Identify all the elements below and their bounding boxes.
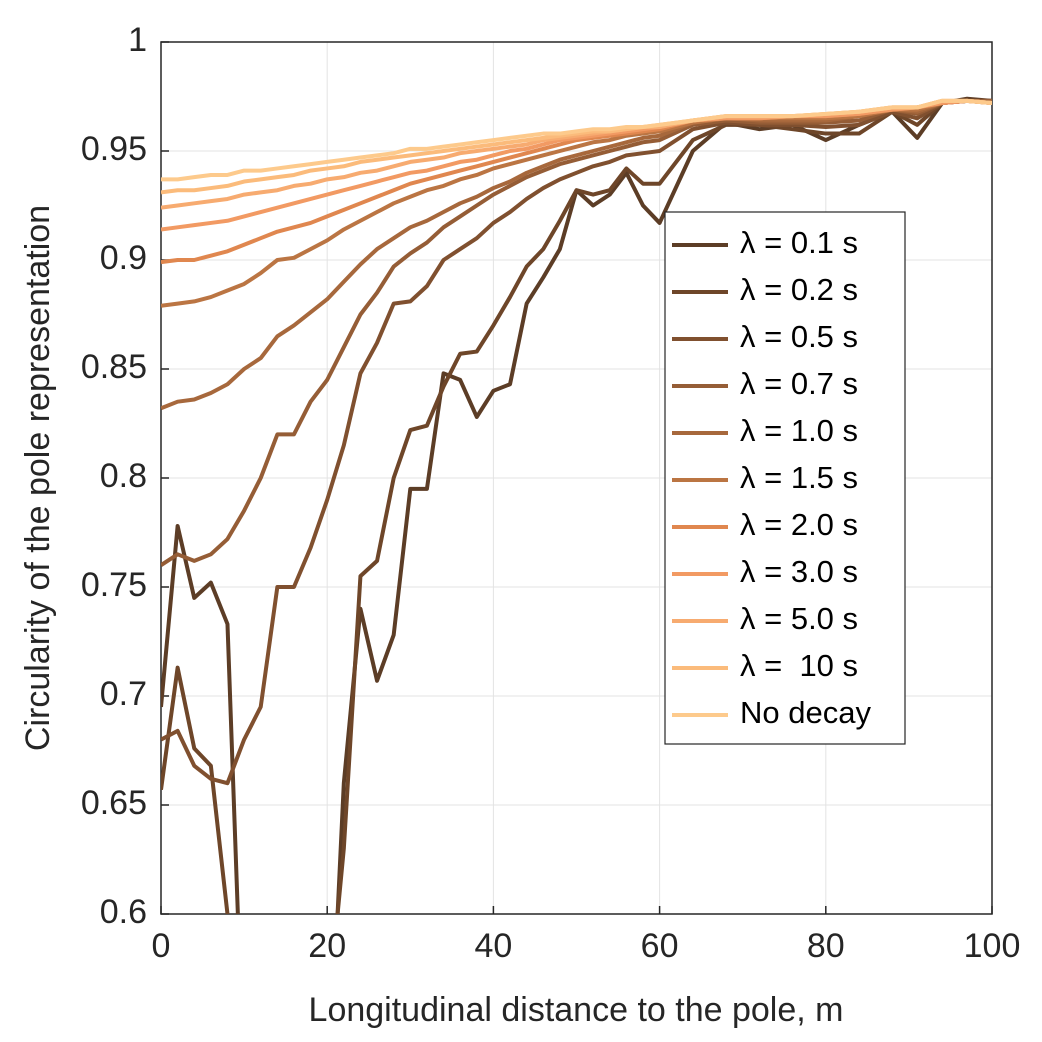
y-tick-label: 0.9 [100, 239, 147, 277]
legend-label: λ = 2.0 s [740, 507, 858, 542]
y-tick-label: 1 [128, 21, 147, 59]
legend-label: λ = 0.7 s [740, 366, 858, 401]
y-tick-label: 0.6 [100, 893, 147, 931]
legend-label: No decay [740, 695, 871, 730]
legend-label: λ = 5.0 s [740, 601, 858, 636]
legend-label: λ = 3.0 s [740, 554, 858, 589]
x-tick-label: 100 [964, 927, 1021, 965]
y-tick-label: 0.8 [100, 457, 147, 495]
legend-label: λ = 10 s [740, 648, 858, 683]
y-tick-label: 0.85 [81, 348, 147, 386]
x-tick-label: 60 [641, 927, 679, 965]
x-axis-label: Longitudinal distance to the pole, m [309, 991, 844, 1029]
legend-label: λ = 0.5 s [740, 319, 858, 354]
legend-label: λ = 0.2 s [740, 272, 858, 307]
x-tick-label: 0 [152, 927, 171, 965]
legend-label: λ = 1.0 s [740, 413, 858, 448]
y-tick-label: 0.75 [81, 566, 147, 604]
y-axis-label: Circularity of the pole representation [19, 205, 57, 751]
series-line [161, 98, 992, 182]
x-tick-label: 40 [474, 927, 512, 965]
y-tick-label: 0.95 [81, 130, 147, 168]
axes-frame [160, 41, 993, 915]
y-tick-label: 0.65 [81, 784, 147, 822]
series-line [161, 98, 992, 411]
plot-lines [161, 96, 992, 914]
x-tick-label: 20 [308, 927, 346, 965]
series-line [161, 98, 992, 308]
y-tick-label: 0.7 [100, 675, 147, 713]
series-line [161, 96, 992, 914]
x-tick-label: 80 [807, 927, 845, 965]
legend-label: λ = 0.1 s [740, 225, 858, 260]
series-line [161, 98, 992, 786]
series-line [161, 98, 992, 914]
series-line [161, 98, 992, 567]
legend-label: λ = 1.5 s [740, 460, 858, 495]
